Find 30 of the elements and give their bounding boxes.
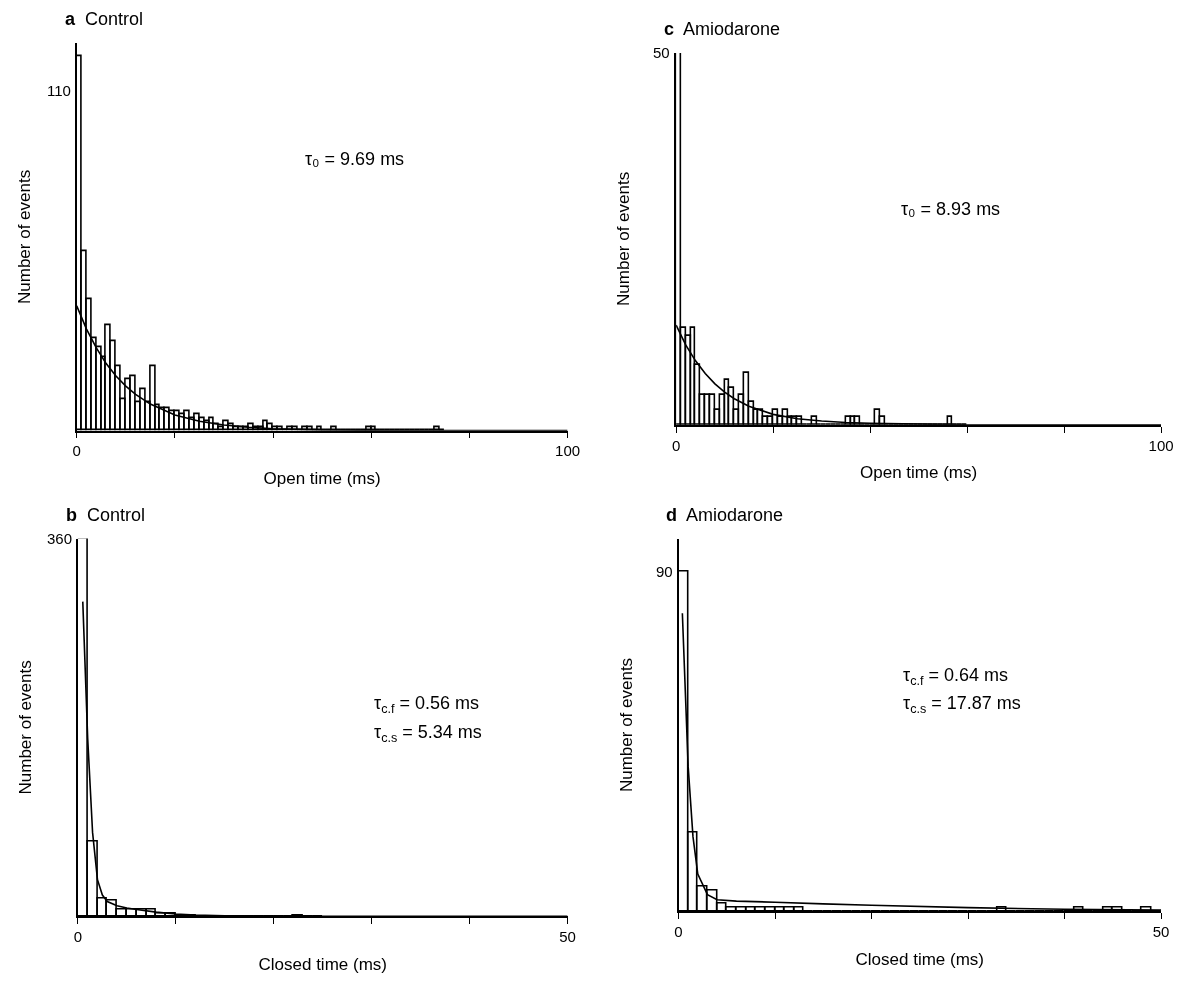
x-axis-title: Closed time (ms) bbox=[855, 950, 985, 970]
text: 360 bbox=[47, 530, 73, 547]
x-tick-label: 0 bbox=[72, 442, 81, 460]
x-axis-title: Open time (ms) bbox=[263, 469, 381, 489]
text: 50 bbox=[653, 44, 670, 61]
x-tick-label: 50 bbox=[1152, 923, 1170, 941]
annotation: τ₀ = 9.69 ms bbox=[305, 149, 405, 169]
annotation: τ₀ = 8.93 ms bbox=[901, 199, 1001, 219]
x-tick-label: 0 bbox=[73, 928, 83, 946]
annotation: τ$_{c.s}$ = 17.87 ms bbox=[903, 693, 1021, 716]
x-tick-label: 0 bbox=[671, 436, 681, 454]
annotation: τ$_{c.f}$ = 0.56 ms bbox=[374, 693, 479, 716]
annotation: τ$_{c.f}$ = 0.64 ms bbox=[903, 665, 1008, 688]
y-axis-title: Number of events bbox=[616, 657, 636, 793]
x-axis-title: Closed time (ms) bbox=[258, 954, 387, 974]
text: 110 bbox=[47, 82, 71, 99]
x-axis-title: Open time (ms) bbox=[860, 463, 978, 483]
y-axis-title: Number of events bbox=[614, 171, 634, 306]
x-tick-label: 50 bbox=[559, 928, 576, 946]
chart-title: a Control bbox=[65, 9, 144, 29]
text: 90 bbox=[656, 563, 673, 580]
x-tick-label: 0 bbox=[674, 923, 683, 941]
annotation: τ$_{c.s}$ = 5.34 ms bbox=[374, 722, 482, 745]
x-tick-label: 100 bbox=[1148, 436, 1174, 454]
chart-title: b Control bbox=[66, 505, 146, 525]
x-tick-label: 100 bbox=[555, 442, 581, 460]
chart-title: c Amiodarone bbox=[664, 19, 781, 39]
chart-title: d Amiodarone bbox=[666, 505, 784, 525]
y-axis-title: Number of events bbox=[14, 169, 34, 305]
y-axis-title: Number of events bbox=[16, 660, 36, 795]
